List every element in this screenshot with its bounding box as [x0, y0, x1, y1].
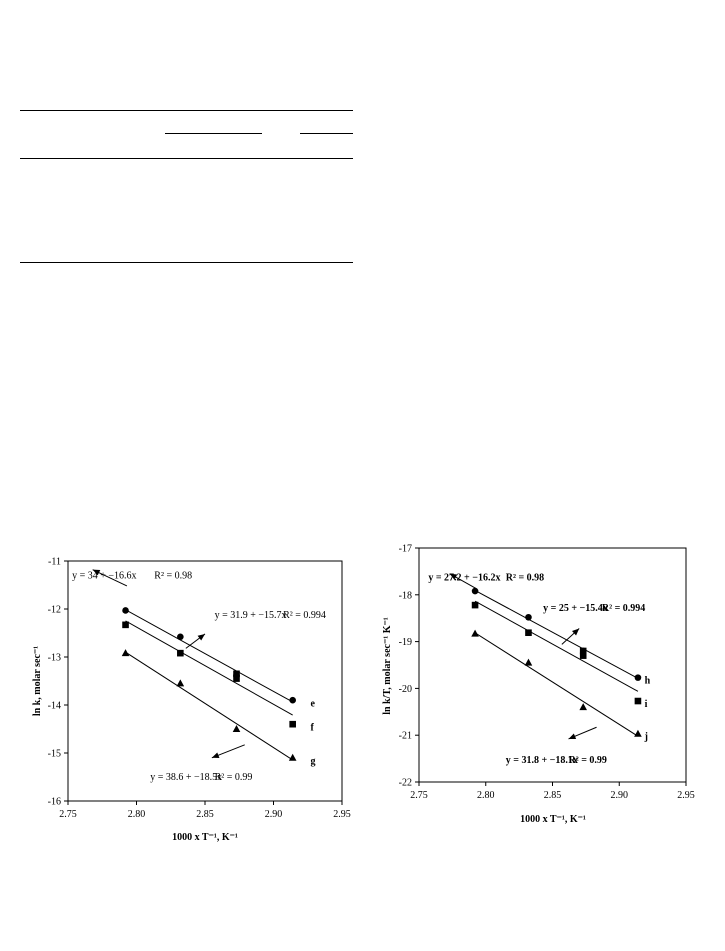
y-tick-label: -14 — [48, 701, 61, 712]
x-tick-label: 2.95 — [677, 790, 695, 801]
x-tick-label: 2.80 — [128, 809, 146, 820]
chart-left-ylabel: ln k, molar sec⁻¹ — [32, 646, 43, 716]
x-tick-label: 2.90 — [611, 790, 629, 801]
point-i — [579, 647, 587, 655]
point-e — [122, 607, 129, 614]
fit-line-e — [125, 609, 293, 703]
point-j — [634, 729, 642, 737]
fit-equation-f: y = 34 + −16.6x — [72, 570, 136, 581]
arrowhead-i — [449, 573, 458, 580]
point-j — [579, 703, 588, 711]
chart-left: 2.75 2.80 2.85 2.90 2.95 -11-12-13-14-15-16 … — [32, 557, 351, 844]
x-tick-label: 2.75 — [59, 809, 77, 820]
series-label-j: j — [644, 732, 648, 743]
fit-equation-g: y = 38.6 + −18.5x — [150, 772, 222, 783]
fit-equation-h: y = 25 + −15.4x — [543, 603, 608, 614]
series-label-f: f — [310, 723, 314, 734]
point-g — [176, 679, 185, 687]
x-tick-label: 2.85 — [196, 809, 214, 820]
x-tick-label: 2.85 — [544, 790, 562, 801]
point-j — [471, 629, 479, 637]
x-tick-label: 2.80 — [477, 790, 495, 801]
y-tick-label: -12 — [48, 605, 61, 616]
chart-right-ylabel: ln k/T, molar sec⁻¹ K⁻¹ — [382, 617, 393, 715]
point-f — [177, 649, 184, 657]
point-f — [122, 621, 129, 629]
fit-equation-j: y = 31.8 + −18.1x — [506, 755, 578, 766]
chart-right-xlabel: 1000 x T⁻¹, K⁻¹ — [520, 814, 586, 825]
point-j — [524, 658, 533, 666]
fit-line-h — [474, 589, 639, 679]
point-e — [177, 633, 184, 641]
chart-left-plot-area — [67, 560, 343, 802]
chart-left-xlabel: 1000 x T⁻¹, K⁻¹ — [172, 832, 238, 843]
fit-line-i — [474, 600, 639, 692]
fit-r2-h: R² = 0.994 — [602, 603, 645, 614]
table-top-rule — [20, 110, 353, 111]
fit-line-f — [125, 620, 293, 716]
point-h — [634, 674, 642, 681]
y-tick-label: -15 — [48, 749, 61, 760]
y-tick-label: -16 — [48, 797, 61, 808]
y-tick-label: -18 — [399, 590, 412, 601]
point-f — [289, 720, 296, 728]
y-tick-label: -20 — [399, 684, 412, 695]
table-bottom-rule — [20, 262, 353, 263]
y-tick-label: -21 — [399, 731, 412, 742]
point-i — [525, 629, 532, 637]
point-i — [634, 697, 642, 705]
point-g — [288, 753, 297, 761]
point-f — [233, 670, 240, 678]
fit-line-g — [125, 651, 293, 761]
arrowhead-j — [568, 733, 577, 740]
fit-r2-e: R² = 0.994 — [283, 610, 326, 621]
fit-line-j — [474, 632, 639, 737]
fit-equation-i: y = 27.2 + −16.2x — [428, 572, 500, 583]
series-label-e: e — [310, 699, 315, 710]
point-i — [471, 601, 479, 609]
point-e — [289, 696, 296, 704]
y-tick-label: -19 — [399, 637, 412, 648]
arrowhead-g — [211, 752, 220, 759]
point-i — [579, 652, 587, 659]
fit-r2-j: R² = 0.99 — [569, 755, 607, 766]
point-f — [233, 675, 240, 682]
point-h — [525, 613, 532, 621]
table-subheader-rule-2 — [300, 133, 353, 134]
y-tick-label: -11 — [48, 557, 61, 568]
fit-r2-f: R² = 0.98 — [154, 570, 192, 581]
point-h — [471, 587, 479, 595]
chart-right: 2.75 2.80 2.85 2.90 2.95 -17-18-19-20-21-22 … — [382, 544, 695, 826]
point-g — [232, 725, 241, 732]
arrowhead-f — [92, 569, 101, 576]
y-tick-label: -22 — [399, 778, 412, 789]
point-g — [121, 649, 130, 657]
series-label-g: g — [310, 756, 315, 767]
fit-r2-g: R² = 0.99 — [215, 772, 253, 783]
table-subheader-rule-1 — [165, 133, 262, 134]
table-header-rule — [20, 158, 353, 159]
fit-r2-i: R² = 0.98 — [506, 572, 544, 583]
series-label-h: h — [645, 675, 651, 686]
fit-equation-e: y = 31.9 + −15.7x — [215, 610, 287, 621]
arrowhead-h — [572, 628, 580, 636]
y-tick-label: -17 — [399, 544, 412, 555]
x-tick-label: 2.90 — [265, 809, 283, 820]
x-tick-label: 2.75 — [410, 790, 428, 801]
arrowhead-e — [197, 633, 205, 641]
series-label-i: i — [645, 699, 648, 710]
y-tick-label: -13 — [48, 653, 61, 664]
x-tick-label: 2.95 — [333, 809, 351, 820]
